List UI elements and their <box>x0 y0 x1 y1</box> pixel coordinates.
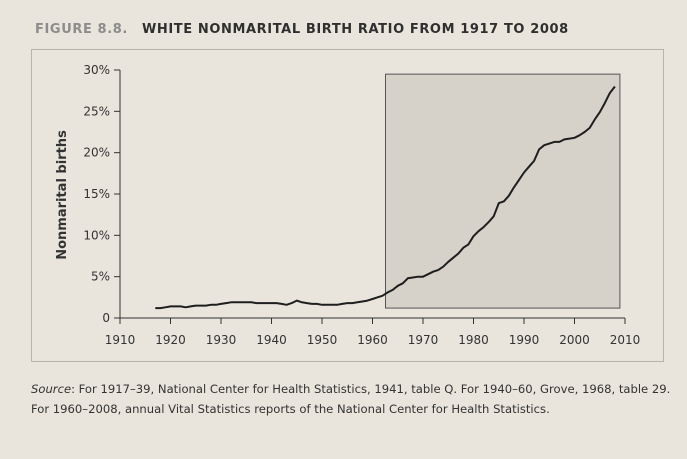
x-tick-label: 2010 <box>610 333 641 347</box>
x-tick-label: 1930 <box>206 333 237 347</box>
y-tick-label: 30% <box>83 63 110 77</box>
y-tick-label: 25% <box>83 104 110 118</box>
y-axis-label: Nonmarital births <box>55 130 70 260</box>
shaded-region <box>385 73 621 309</box>
y-tick-label: 15% <box>83 187 110 201</box>
y-tick-label: 20% <box>83 146 110 160</box>
source-lead: Source <box>31 382 72 396</box>
y-tick-label: 10% <box>83 228 110 242</box>
series-layer <box>155 85 616 310</box>
chart-frame <box>31 49 664 362</box>
x-tick-label: 1950 <box>307 333 338 347</box>
source-text: : For 1917–39, National Center for Healt… <box>31 382 671 416</box>
figure-title-text: WHITE NONMARITAL BIRTH RATIO FROM 1917 T… <box>141 22 569 37</box>
axis-layer: 0 5% 10% 15% 20% 25% 30% 1910 1920 1930 1940 1950 19… <box>83 63 640 347</box>
x-tick-label: 1980 <box>458 333 489 347</box>
x-tick-label: 1910 <box>105 333 136 347</box>
source-note: Source: For 1917–39, National Center for… <box>31 379 671 419</box>
x-tick-label: 1960 <box>357 333 388 347</box>
x-tick-label: 1990 <box>509 333 540 347</box>
y-tick-label: 5% <box>91 270 110 284</box>
figure-label: FIGURE 8.8. <box>35 22 128 37</box>
series-line <box>155 85 616 310</box>
x-tick-label: 1970 <box>408 333 439 347</box>
y-tick-label: 0 <box>102 311 110 325</box>
shaded-region-layer <box>385 73 621 309</box>
x-tick-label: 1940 <box>256 333 287 347</box>
x-tick-label: 1920 <box>155 333 186 347</box>
x-tick-label: 2000 <box>559 333 590 347</box>
figure-title: FIGURE 8.8. WHITE NONMARITAL BIRTH RATIO … <box>35 22 569 37</box>
